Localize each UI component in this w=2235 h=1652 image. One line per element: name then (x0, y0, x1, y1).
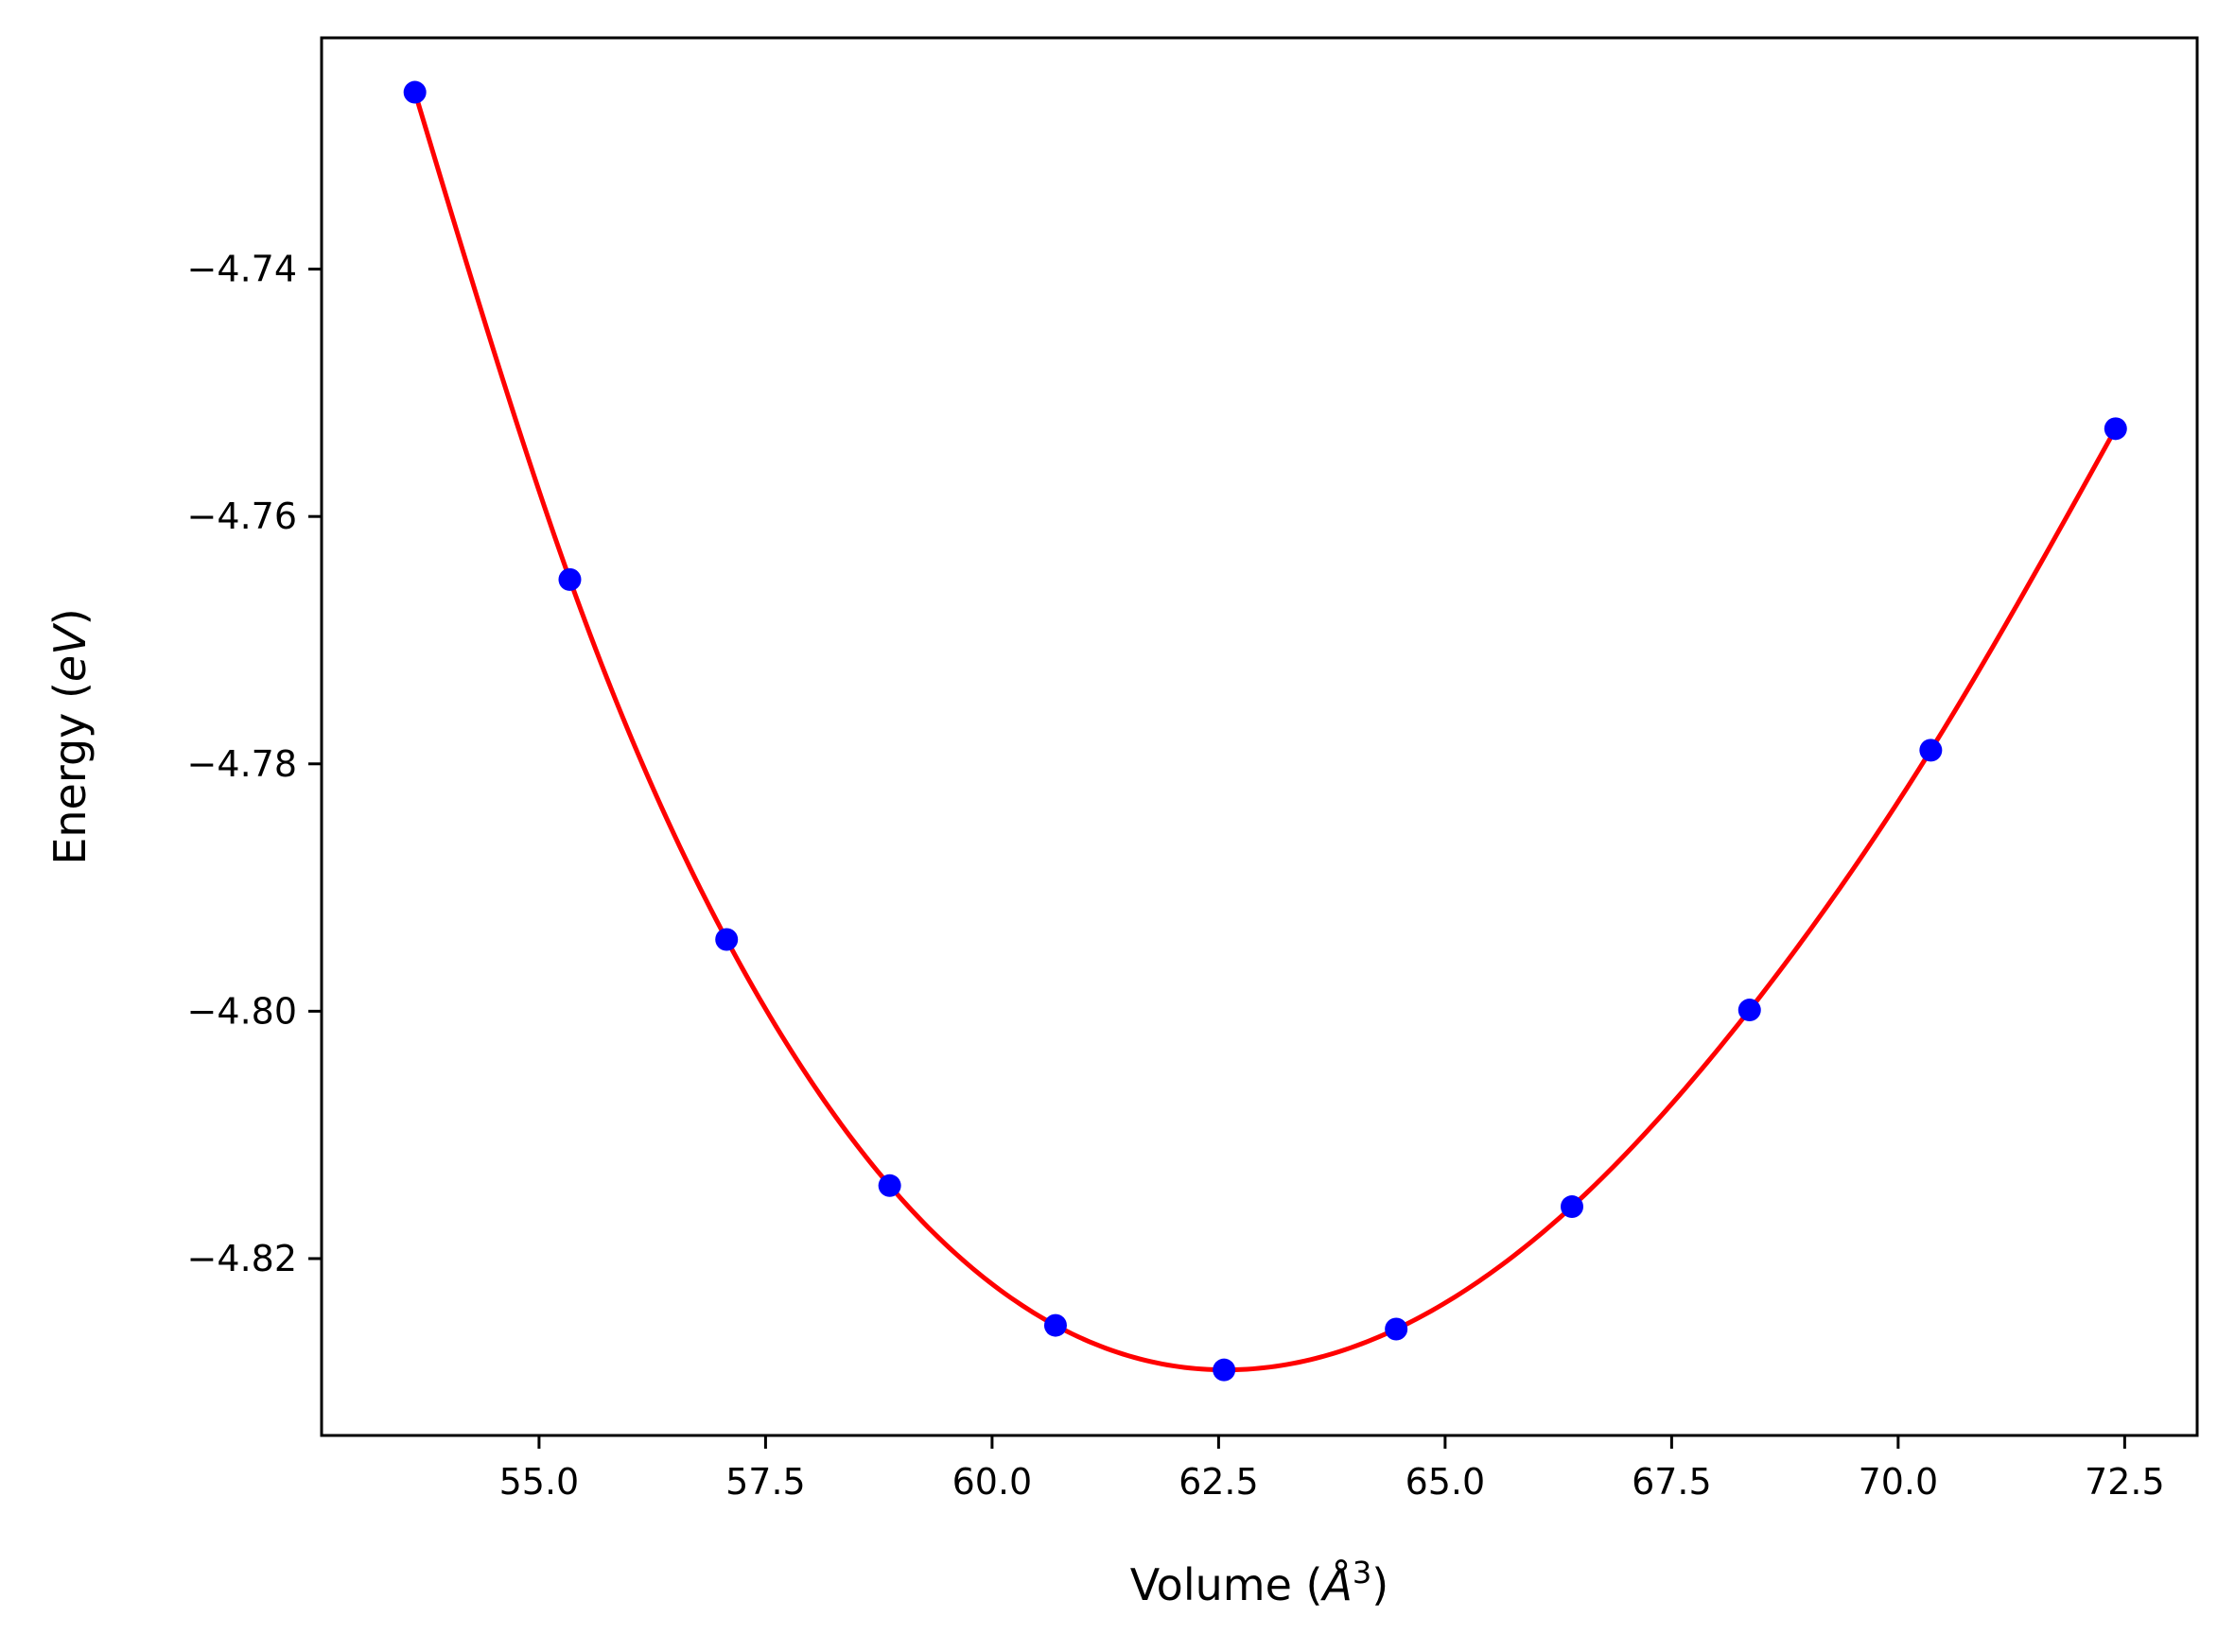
data-point (1919, 739, 1943, 762)
x-tick-label: 60.0 (952, 1461, 1033, 1503)
x-tick-label: 70.0 (1859, 1461, 1939, 1503)
fit-line-layer (412, 91, 2118, 1373)
y-tick-label: −4.82 (187, 1238, 297, 1279)
y-tick-label: −4.78 (187, 743, 297, 785)
data-point (2104, 417, 2127, 441)
x-axis-ticks: 55.0 57.5 60.0 62.5 65.0 67.5 70.0 72.5 (499, 1435, 2165, 1503)
y-axis-label: Energy (eV) (44, 608, 96, 864)
data-point (403, 80, 427, 104)
y-tick-label: −4.80 (187, 990, 297, 1032)
x-tick-label: 55.0 (499, 1461, 580, 1503)
y-axis-ticks: −4.82 −4.80 −4.78 −4.76 −4.74 (187, 249, 322, 1279)
data-point (1213, 1358, 1236, 1382)
x-tick-label: 72.5 (2085, 1461, 2165, 1503)
data-point (558, 567, 582, 591)
y-tick-label: −4.76 (187, 496, 297, 537)
x-tick-label: 65.0 (1406, 1461, 1486, 1503)
x-tick-label: 62.5 (1179, 1461, 1259, 1503)
x-tick-label: 57.5 (725, 1461, 806, 1503)
data-point (1385, 1317, 1408, 1341)
data-point (1561, 1195, 1583, 1219)
data-point (1737, 999, 1761, 1022)
data-points-layer (403, 80, 2127, 1382)
plot-frame (320, 36, 2199, 1437)
fit-line (412, 91, 2118, 1373)
x-axis-label: Volume (Å3) (1130, 1555, 1388, 1610)
data-point (1043, 1313, 1067, 1337)
data-point (715, 928, 739, 951)
data-point (878, 1174, 901, 1197)
x-tick-label: 67.5 (1632, 1461, 1712, 1503)
y-tick-label: −4.74 (187, 249, 297, 290)
